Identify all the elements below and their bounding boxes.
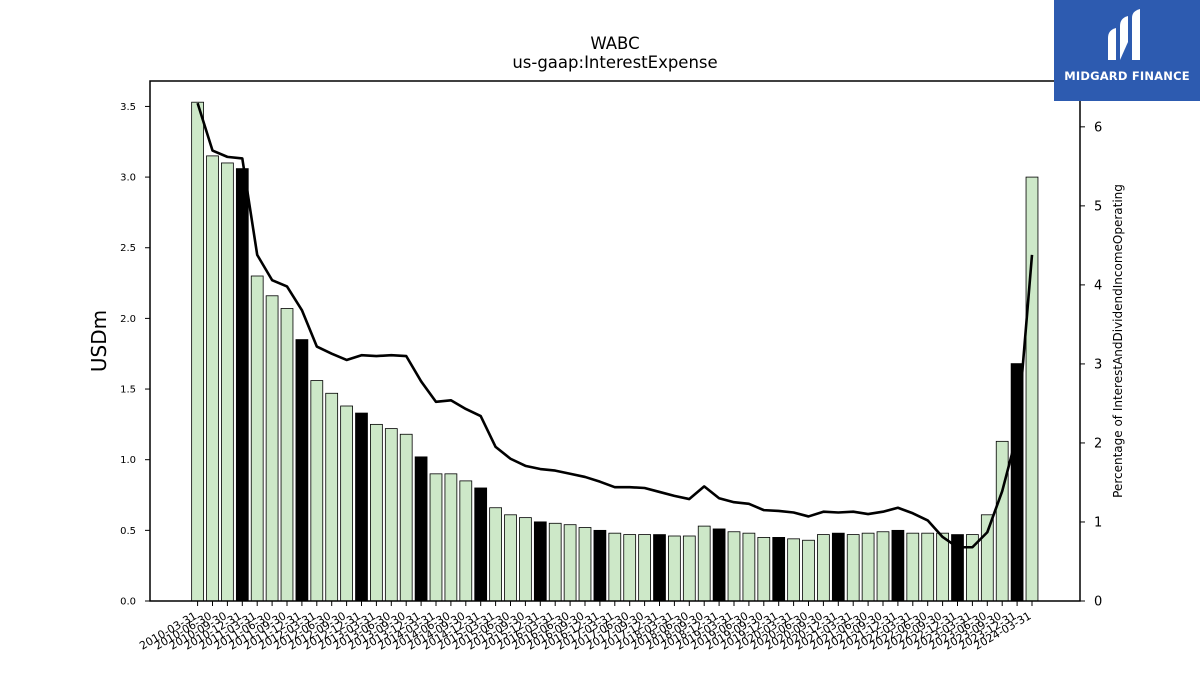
bar-2020-06-30 — [802, 539, 815, 602]
y-tick-label: 3.5 — [120, 102, 136, 113]
bar-2021-09-30 — [876, 531, 890, 602]
y-tick-label: 3.0 — [120, 173, 136, 184]
bar-2023-06-30 — [980, 514, 994, 602]
bar-2013-12-31 — [414, 456, 428, 602]
bar-2017-09-30 — [638, 534, 651, 602]
bar-2016-09-30 — [578, 527, 592, 602]
bar-2011-06-30 — [265, 295, 279, 602]
bar-2018-06-30 — [682, 535, 696, 602]
bar-2019-06-30 — [742, 532, 756, 602]
bar-2024-03-31 — [1025, 176, 1039, 602]
line-layer — [196, 102, 1034, 549]
bar-2011-09-30 — [280, 308, 294, 602]
bar-2021-03-31 — [846, 534, 860, 602]
brand-name: MIDGARD FINANCE — [1064, 69, 1190, 83]
bar-2012-06-30 — [325, 392, 339, 602]
bar-2020-09-30 — [817, 534, 830, 602]
bar-2019-12-31 — [772, 537, 786, 602]
bar-2016-12-31 — [593, 529, 607, 602]
y2-axis-label: Percentage of InterestAndDividendIncomeO… — [1111, 184, 1125, 498]
y-tick-label: 2.0 — [120, 314, 136, 325]
midgard-logo-icon — [1108, 9, 1140, 60]
bars-layer — [191, 101, 1039, 602]
y2-tick-label: 4 — [1094, 278, 1102, 293]
bar-2017-03-31 — [608, 532, 622, 602]
y2-tick-label: 1 — [1094, 515, 1102, 530]
bar-2012-12-31 — [355, 412, 368, 602]
chart-title: WABC — [590, 34, 639, 53]
y-axis-left: 0.0 0.5 1.0 1.5 2.0 2.5 3.0 3.5 — [120, 102, 150, 608]
bar-2019-03-31 — [727, 531, 741, 602]
y-tick-label: 1.5 — [120, 385, 136, 396]
bar-2011-12-31 — [295, 339, 309, 602]
bar-2021-12-31 — [891, 529, 905, 602]
bar-2017-12-31 — [653, 534, 666, 602]
y-axis-right: 0 1 2 3 4 5 6 — [1080, 120, 1102, 610]
y-tick-label: 2.5 — [120, 243, 136, 254]
bar-2014-03-31 — [429, 473, 443, 602]
bar-2010-09-30 — [221, 162, 234, 602]
chart-subtitle: us-gaap:InterestExpense — [512, 53, 717, 72]
bar-2019-09-30 — [757, 537, 771, 602]
bar-2017-06-30 — [623, 534, 637, 602]
bar-2015-06-30 — [504, 514, 517, 602]
bar-2011-03-31 — [250, 275, 264, 602]
y2-tick-label: 5 — [1094, 199, 1102, 214]
y-tick-label: 0.0 — [120, 597, 136, 608]
bar-2023-09-30 — [995, 440, 1009, 602]
x-axis: 2010-03-312010-06-302010-09-302010-12-31… — [137, 601, 1034, 653]
bar-2013-09-30 — [399, 433, 413, 602]
bar-2010-06-30 — [206, 155, 219, 602]
bar-2015-12-31 — [533, 521, 547, 602]
y2-tick-label: 0 — [1094, 595, 1102, 610]
bar-2022-09-30 — [936, 532, 949, 602]
bar-2018-09-30 — [697, 525, 711, 602]
y-tick-label: 0.5 — [120, 526, 136, 537]
bar-2022-03-31 — [906, 532, 920, 602]
y2-tick-label: 2 — [1094, 436, 1102, 451]
bar-2016-03-31 — [548, 522, 562, 602]
bar-2012-09-30 — [340, 405, 353, 602]
bar-2018-12-31 — [712, 528, 726, 602]
bar-2012-03-31 — [310, 380, 324, 602]
bar-2014-06-30 — [444, 473, 458, 602]
brand-logo: MIDGARD FINANCE — [1054, 0, 1200, 101]
y-tick-label: 1.0 — [120, 455, 136, 466]
bar-2013-06-30 — [384, 428, 398, 602]
line-series — [196, 102, 1034, 549]
bar-2015-09-30 — [519, 517, 532, 602]
bar-2013-03-31 — [370, 423, 383, 602]
y-axis-label: USDm — [87, 310, 111, 372]
bar-2014-09-30 — [459, 480, 473, 602]
bar-2020-12-31 — [831, 532, 845, 602]
bar-2022-06-30 — [921, 532, 935, 602]
bar-2018-03-31 — [668, 535, 681, 602]
bar-2010-12-31 — [235, 168, 249, 602]
bar-2020-03-31 — [787, 538, 800, 602]
bar-2014-12-31 — [474, 487, 488, 602]
bar-2010-03-31 — [191, 101, 204, 602]
bar-2021-06-30 — [861, 532, 875, 602]
bar-2016-06-30 — [563, 524, 577, 602]
bar-2015-03-31 — [489, 507, 502, 602]
y2-tick-label: 3 — [1094, 357, 1102, 372]
y2-tick-label: 6 — [1094, 120, 1102, 135]
